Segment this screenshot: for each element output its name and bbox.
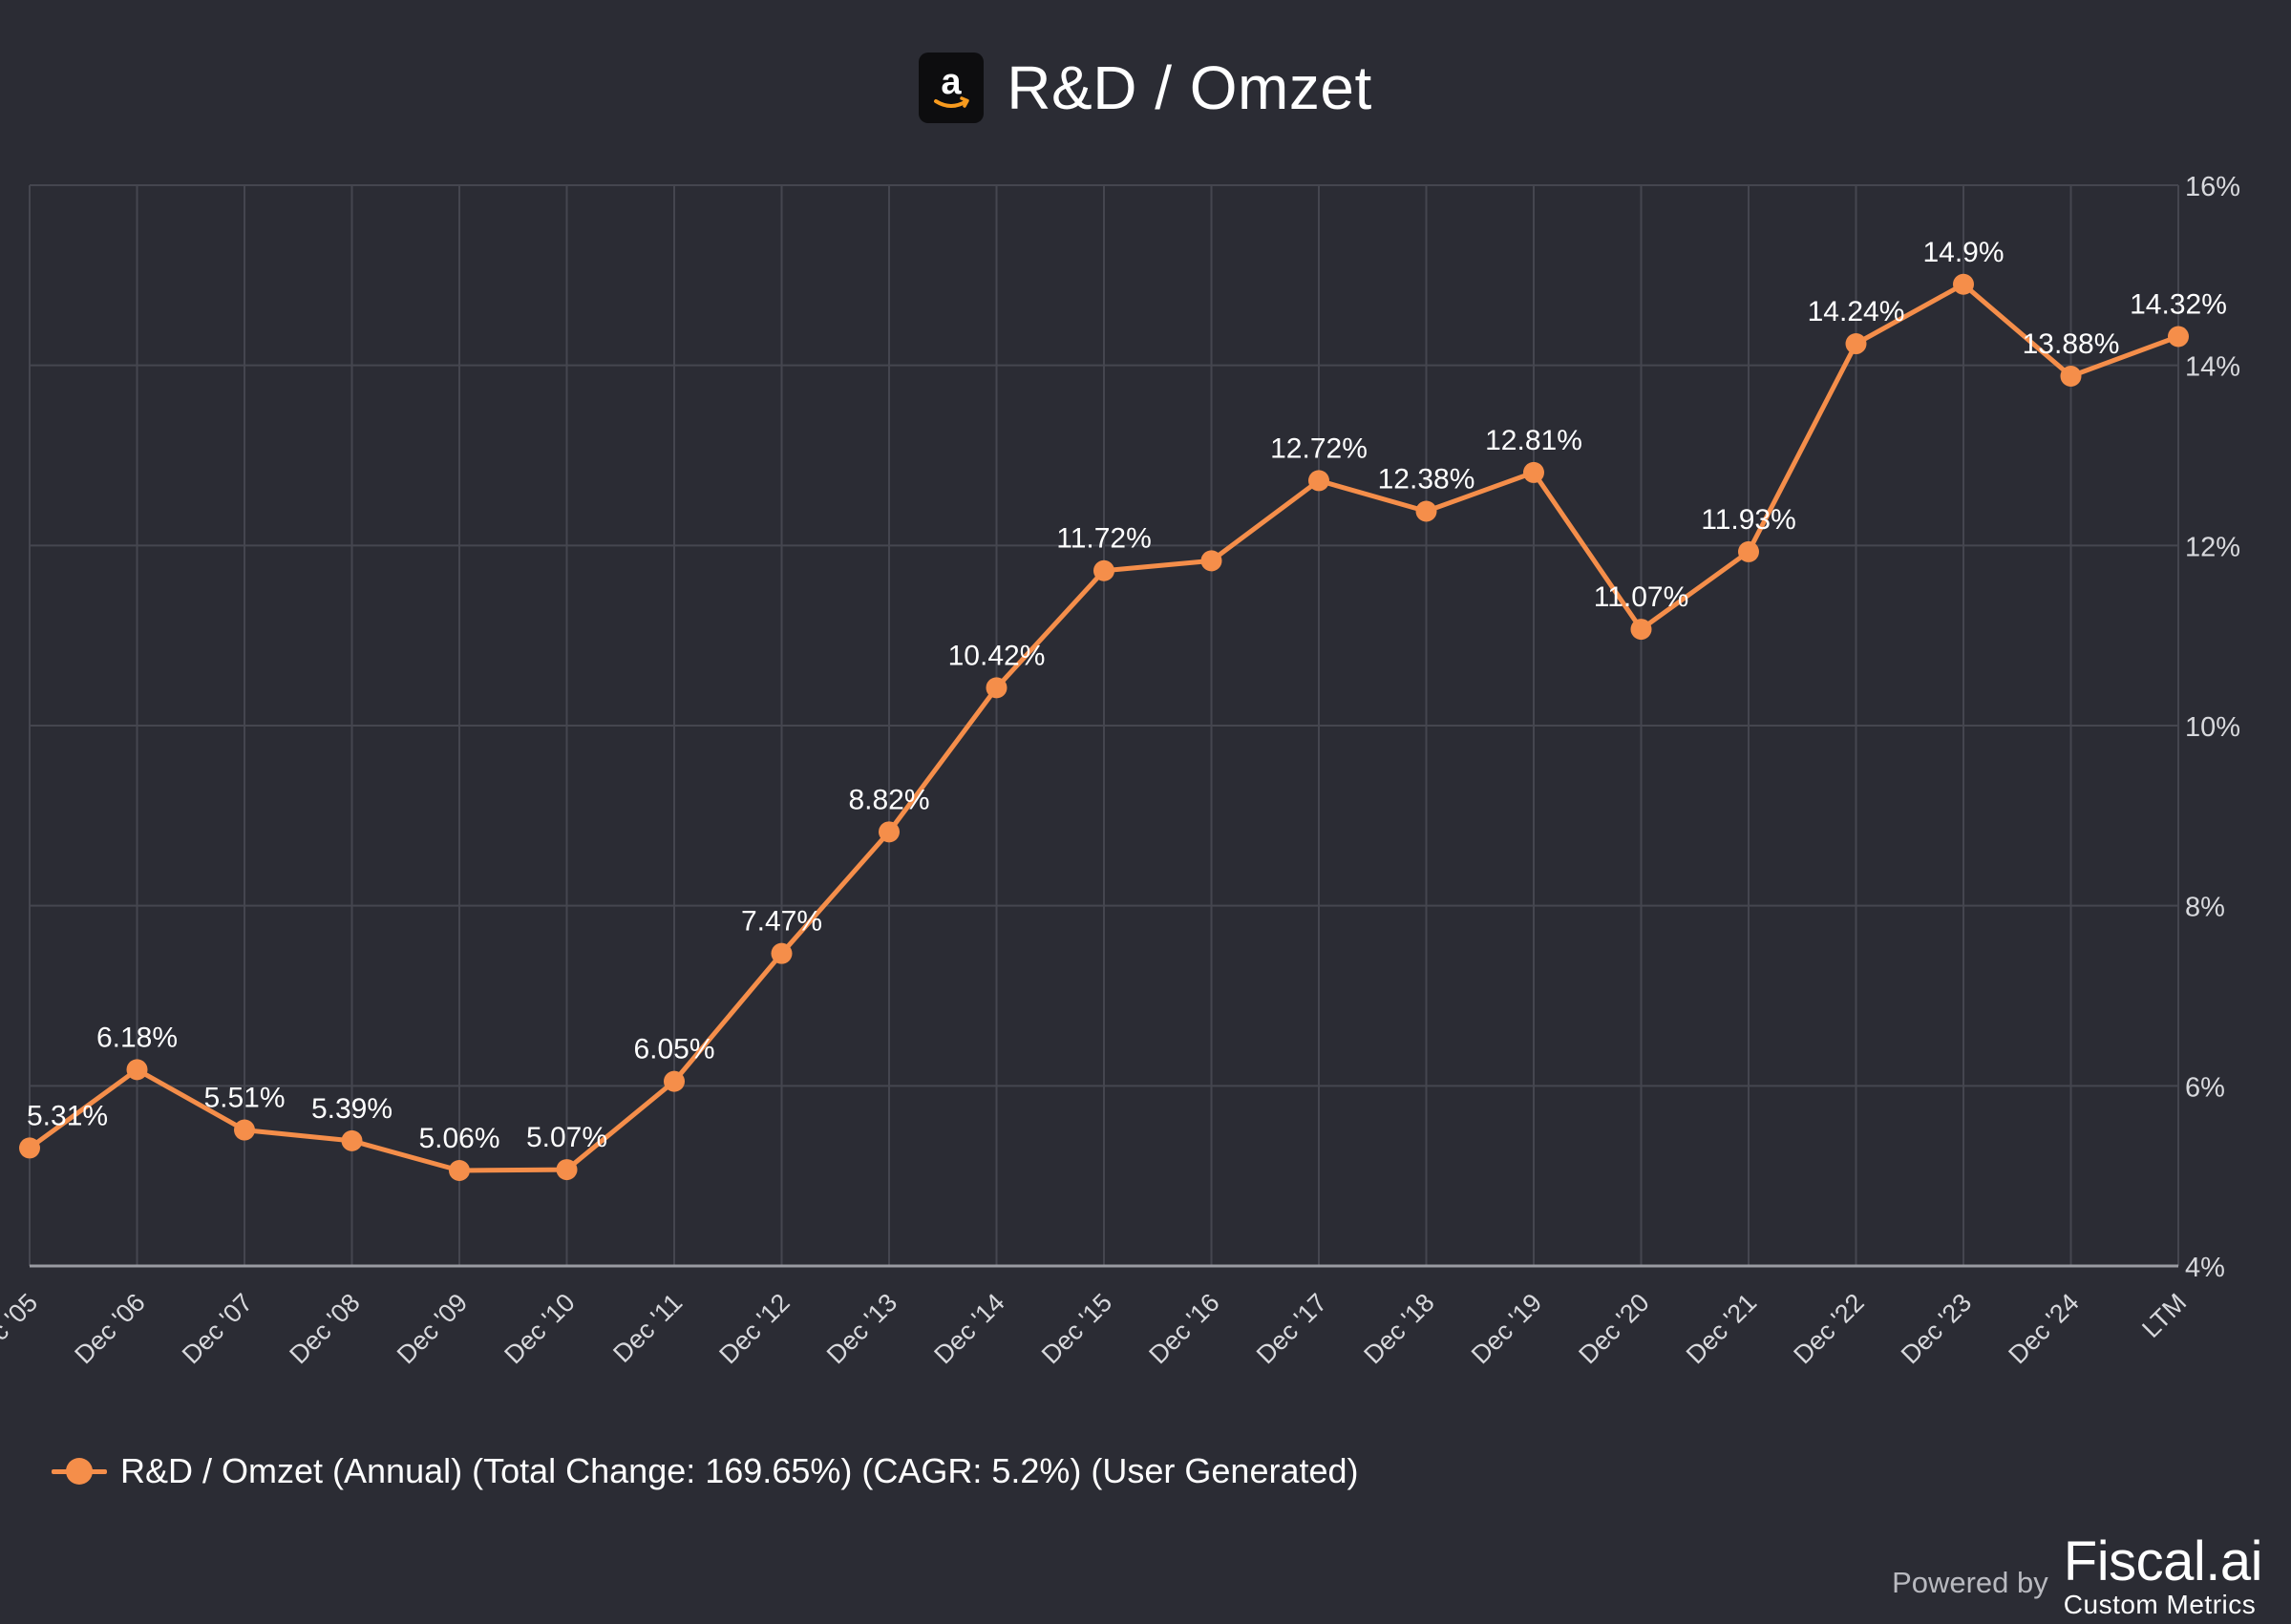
x-tick-label: Dec '11 <box>607 1288 688 1368</box>
data-label: 11.93% <box>1701 504 1796 536</box>
data-label: 10.42% <box>948 640 1046 671</box>
data-point[interactable] <box>879 821 900 843</box>
y-tick-label: 14% <box>2185 352 2240 383</box>
data-label: 5.39% <box>311 1093 392 1125</box>
data-point[interactable] <box>1845 333 1867 355</box>
chart-title-row: a R&D / Omzet <box>0 50 2291 126</box>
footer-branding[interactable]: Powered by Fiscal.ai Custom Metrics <box>1892 1533 2262 1619</box>
x-tick-label: Dec '17 <box>1251 1288 1332 1369</box>
data-point[interactable] <box>1200 550 1222 572</box>
data-label: 12.38% <box>1378 463 1475 495</box>
company-logo: a <box>919 53 985 123</box>
brand-subtitle: Custom Metrics <box>2063 1590 2257 1619</box>
data-label: 6.05% <box>633 1034 714 1065</box>
x-tick-label: Dec '09 <box>392 1288 473 1369</box>
data-labels: 5.31% 6.18% 5.51% 5.39% 5.06% 5.07% 6.05% 7.47%… <box>27 237 2227 1154</box>
x-tick-label: Dec '16 <box>1143 1288 1224 1369</box>
data-label: 14.9% <box>1922 237 2004 268</box>
data-label: 14.32% <box>2130 288 2227 320</box>
x-tick-label: Dec '05 <box>0 1288 43 1369</box>
y-tick-label: 6% <box>2185 1072 2225 1103</box>
axes: 4% 6% 8% 10% 12% 14% 16% Dec '05 Dec '06 Dec '07 D… <box>0 172 2240 1369</box>
x-tick-label: Dec '20 <box>1573 1288 1654 1369</box>
x-tick-label: Dec '10 <box>499 1288 580 1369</box>
data-point[interactable] <box>1093 559 1114 581</box>
y-tick-label: 4% <box>2185 1253 2225 1283</box>
x-tick-label: Dec '21 <box>1681 1288 1762 1369</box>
data-point[interactable] <box>234 1119 255 1141</box>
x-tick-label: Dec '13 <box>821 1288 902 1369</box>
data-point[interactable] <box>1953 273 1974 295</box>
data-point[interactable] <box>1308 470 1329 492</box>
data-label: 5.07% <box>526 1122 607 1153</box>
data-label: 14.24% <box>1808 296 1905 327</box>
powered-by-text: Powered by <box>1892 1566 2048 1599</box>
x-tick-label: Dec '14 <box>928 1288 1009 1369</box>
legend[interactable]: R&D / Omzet (Annual) (Total Change: 169.… <box>50 1447 1359 1495</box>
data-point[interactable] <box>19 1137 40 1159</box>
amazon-logo-icon: a <box>934 62 970 108</box>
data-label: 12.81% <box>1485 425 1582 456</box>
x-tick-label: Dec '24 <box>2003 1288 2084 1369</box>
data-point[interactable] <box>1630 619 1652 641</box>
y-tick-label: 16% <box>2185 172 2240 202</box>
data-point[interactable] <box>449 1160 470 1182</box>
x-tick-label: Dec '06 <box>69 1288 150 1369</box>
data-points <box>19 273 2189 1182</box>
data-point[interactable] <box>986 677 1008 699</box>
data-label: 6.18% <box>96 1022 178 1053</box>
y-tick-label: 8% <box>2185 893 2225 923</box>
x-tick-label: Dec '08 <box>284 1288 365 1369</box>
data-point[interactable] <box>1415 500 1437 522</box>
x-tick-label: Dec '07 <box>177 1288 258 1369</box>
y-tick-label: 12% <box>2185 532 2240 562</box>
data-label: 13.88% <box>2023 328 2120 360</box>
legend-marker <box>50 1457 109 1486</box>
data-label: 11.72% <box>1056 523 1152 555</box>
grid-lines <box>29 184 2179 1266</box>
data-point[interactable] <box>126 1059 148 1081</box>
brand-name: Fiscal.ai <box>2063 1530 2263 1592</box>
x-tick-label: Dec '22 <box>1788 1288 1869 1369</box>
data-point[interactable] <box>2168 326 2189 348</box>
x-tick-label: Dec '19 <box>1466 1288 1547 1369</box>
data-point[interactable] <box>556 1159 578 1181</box>
data-label: 11.07% <box>1594 581 1689 613</box>
data-point[interactable] <box>2060 365 2082 387</box>
x-tick-label: Dec '15 <box>1036 1288 1117 1369</box>
data-label: 5.51% <box>203 1083 285 1114</box>
data-point[interactable] <box>1523 461 1544 483</box>
x-tick-label: Dec '18 <box>1358 1288 1439 1369</box>
x-tick-label: LTM <box>2136 1288 2192 1343</box>
logo-glyph: a <box>942 62 963 102</box>
data-point[interactable] <box>664 1070 685 1092</box>
legend-label: R&D / Omzet (Annual) (Total Change: 169.… <box>120 1451 1359 1490</box>
x-tick-label: Dec '12 <box>713 1288 795 1369</box>
data-label: 5.31% <box>27 1100 108 1131</box>
data-label: 5.06% <box>418 1123 499 1154</box>
x-tick-label: Dec '23 <box>1896 1288 1977 1369</box>
data-label: 12.72% <box>1270 432 1368 464</box>
chart-title: R&D / Omzet <box>1007 53 1372 122</box>
data-label: 8.82% <box>848 784 929 815</box>
data-point[interactable] <box>1738 540 1759 562</box>
brand-logo: Fiscal.ai Custom Metrics <box>2063 1530 2263 1619</box>
data-label: 7.47% <box>741 906 822 938</box>
data-point[interactable] <box>771 942 793 964</box>
y-tick-label: 10% <box>2185 712 2240 743</box>
data-point[interactable] <box>341 1129 363 1151</box>
